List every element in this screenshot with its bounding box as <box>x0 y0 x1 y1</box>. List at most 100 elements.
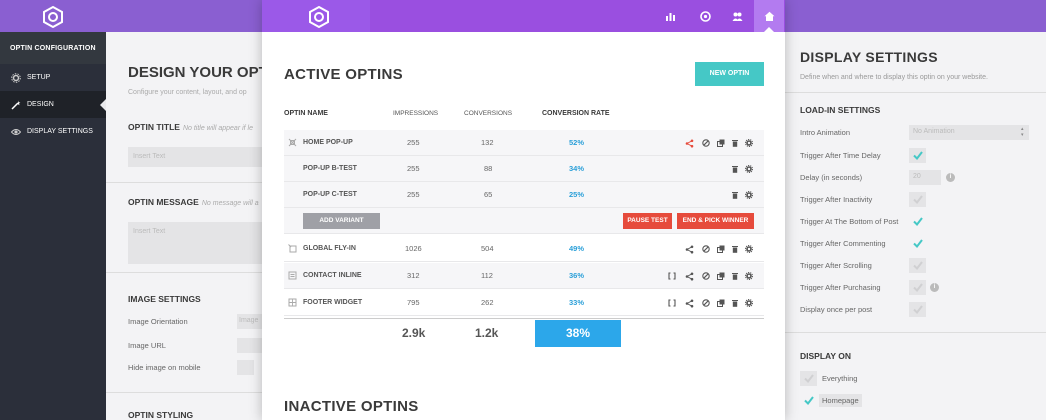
conversions-value: 65 <box>484 190 493 199</box>
display-on-heading: DISPLAY ON <box>800 351 852 361</box>
check-icon <box>803 396 814 405</box>
split-test-icon[interactable] <box>683 269 695 283</box>
nav-stats[interactable] <box>655 0 685 32</box>
check-icon <box>912 283 923 292</box>
delay-seconds-input[interactable]: 20 <box>909 170 941 185</box>
check-icon <box>912 151 923 160</box>
conversions-value: 112 <box>481 271 493 280</box>
optin-message-hint: No message will a <box>201 200 259 207</box>
display-settings-panel: DISPLAY SETTINGS Define when and where t… <box>785 32 1046 420</box>
impressions-value: 312 <box>407 271 420 280</box>
disable-icon[interactable] <box>700 296 712 310</box>
gear-icon[interactable] <box>743 162 755 176</box>
nav-caret <box>764 27 774 32</box>
shortcode-icon[interactable] <box>666 269 678 283</box>
col-conversions: CONVERSIONS <box>464 110 513 117</box>
nav-home[interactable] <box>754 0 784 32</box>
trash-icon[interactable] <box>729 162 741 176</box>
optin-message-input[interactable]: Insert Text <box>128 222 262 264</box>
image-url-input[interactable] <box>237 338 262 353</box>
inline-icon <box>288 271 297 280</box>
image-orientation-label: Image Orientation <box>128 317 188 326</box>
duplicate-icon[interactable] <box>715 296 727 310</box>
conversions-value: 132 <box>481 138 494 147</box>
trigger-commenting-checkbox[interactable] <box>909 236 926 251</box>
lifebuoy-icon <box>699 10 711 22</box>
trigger-commenting-label: Trigger After Commenting <box>800 239 886 248</box>
variant-actions-row: ADD VARIANT PAUSE TEST END & PICK WINNER <box>284 208 764 234</box>
disable-icon[interactable] <box>700 242 712 256</box>
trash-icon[interactable] <box>729 136 741 150</box>
image-settings-heading: IMAGE SETTINGS <box>128 294 201 304</box>
image-url-label: Image URL <box>128 341 166 350</box>
duplicate-icon[interactable] <box>715 242 727 256</box>
info-icon[interactable]: i <box>946 173 955 182</box>
sidebar-item-label: DISPLAY SETTINGS <box>27 128 93 135</box>
gear-icon[interactable] <box>743 188 755 202</box>
split-test-icon[interactable] <box>683 242 695 256</box>
duplicate-icon[interactable] <box>715 269 727 283</box>
optin-title-hint: No title will appear if le <box>182 125 253 132</box>
shortcode-icon[interactable] <box>666 296 678 310</box>
bar-chart-icon <box>665 12 675 21</box>
trash-icon[interactable] <box>729 188 741 202</box>
impressions-value: 255 <box>407 138 420 147</box>
sidebar-header: OPTIN CONFIGURATION <box>0 32 106 64</box>
intro-animation-select[interactable]: No Animation <box>909 125 1029 140</box>
check-icon <box>912 195 923 204</box>
table-row[interactable]: CONTACT INLINE 312 112 36% <box>284 263 764 289</box>
sidebar-item-setup[interactable]: SETUP <box>0 64 106 91</box>
conversions-value: 88 <box>484 164 493 173</box>
impressions-value: 1026 <box>405 244 422 253</box>
disable-icon[interactable] <box>700 269 712 283</box>
duplicate-icon[interactable] <box>715 136 727 150</box>
hide-image-mobile-checkbox[interactable] <box>237 360 254 375</box>
display-once-checkbox[interactable] <box>909 302 926 317</box>
design-panel: DESIGN YOUR OPTI Configure your content,… <box>106 32 262 420</box>
trash-icon[interactable] <box>729 269 741 283</box>
new-optin-button[interactable]: NEW OPTIN <box>695 62 764 86</box>
homepage-checkbox[interactable] <box>800 393 817 408</box>
hide-image-mobile-label: Hide image on mobile <box>128 363 201 372</box>
sidebar-item-design[interactable]: DESIGN <box>0 91 106 118</box>
total-impressions: 2.9k <box>402 326 426 340</box>
disable-icon[interactable] <box>700 136 712 150</box>
trigger-scrolling-checkbox[interactable] <box>909 258 926 273</box>
table-row[interactable]: POP-UP B-TEST 255 88 34% <box>284 156 764 182</box>
image-orientation-select[interactable]: Image <box>237 314 262 329</box>
trigger-purchasing-label: Trigger After Purchasing <box>800 283 881 292</box>
modal-top-nav <box>370 0 785 32</box>
widget-icon <box>288 298 297 307</box>
table-row[interactable]: GLOBAL FLY-IN 1026 504 49% <box>284 236 764 262</box>
wand-icon <box>11 100 21 110</box>
eye-icon <box>11 128 21 135</box>
split-test-icon[interactable] <box>683 296 695 310</box>
config-sidebar: OPTIN CONFIGURATION SETUP DESIGN DISPLAY… <box>0 32 106 420</box>
gear-icon[interactable] <box>743 269 755 283</box>
nav-support[interactable] <box>690 0 720 32</box>
sidebar-item-display-settings[interactable]: DISPLAY SETTINGS <box>0 118 106 145</box>
gear-icon[interactable] <box>743 136 755 150</box>
table-row[interactable]: POP-UP C-TEST 255 65 25% <box>284 182 764 208</box>
optin-title-input[interactable]: Insert Text <box>128 147 262 167</box>
add-variant-button[interactable]: ADD VARIANT <box>303 213 380 229</box>
everything-checkbox[interactable] <box>800 371 817 386</box>
nav-users[interactable] <box>722 0 752 32</box>
gear-icon[interactable] <box>743 242 755 256</box>
info-icon[interactable]: i <box>930 283 939 292</box>
table-row[interactable]: HOME POP-UP 255 132 52% <box>284 130 764 156</box>
trash-icon[interactable] <box>729 296 741 310</box>
end-pick-winner-button[interactable]: END & PICK WINNER <box>677 213 754 229</box>
trigger-purchasing-checkbox[interactable] <box>909 280 926 295</box>
trash-icon[interactable] <box>729 242 741 256</box>
trigger-inactivity-checkbox[interactable] <box>909 192 926 207</box>
trigger-time-delay-checkbox[interactable] <box>909 148 926 163</box>
trigger-bottom-checkbox[interactable] <box>909 214 926 229</box>
homepage-label: Homepage <box>819 394 862 407</box>
check-icon <box>912 305 923 314</box>
table-row[interactable]: FOOTER WIDGET 795 262 33% <box>284 290 764 316</box>
totals-divider <box>284 318 764 319</box>
gear-icon[interactable] <box>743 296 755 310</box>
split-test-icon[interactable] <box>683 136 695 150</box>
pause-test-button[interactable]: PAUSE TEST <box>623 213 672 229</box>
